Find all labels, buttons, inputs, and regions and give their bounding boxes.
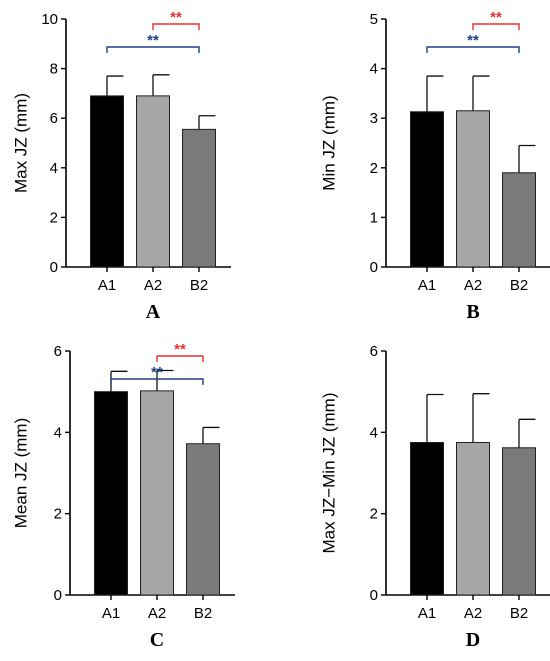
bar-A1 xyxy=(94,391,128,596)
panel-letter: D xyxy=(466,629,480,651)
x-tick-label-A2: A2 xyxy=(464,277,482,294)
y-tick-label: 0 xyxy=(50,259,58,276)
significance-label: ** xyxy=(170,9,182,26)
y-axis-label: Mean JZ (mm) xyxy=(11,418,30,529)
x-tick-label-A2: A2 xyxy=(148,605,166,622)
y-tick-label: 5 xyxy=(370,11,378,28)
panel-A: 0 2 4 6 8 10 Max JZ (mm) A1 A2 B2 ** ** A xyxy=(11,9,231,323)
y-tick-label: 4 xyxy=(50,160,58,177)
bar-A2 xyxy=(136,95,170,268)
panel-letter: C xyxy=(150,629,164,651)
x-tick-label-B2: B2 xyxy=(190,277,208,294)
y-tick-label: 6 xyxy=(54,343,62,360)
bar-B2 xyxy=(502,447,536,596)
y-tick-label: 0 xyxy=(370,587,378,604)
y-tick-label: 1 xyxy=(370,209,378,226)
significance-label: ** xyxy=(147,32,159,49)
panel-letter: A xyxy=(146,301,161,323)
y-tick-label: 6 xyxy=(50,110,58,127)
significance-label: ** xyxy=(490,9,502,26)
y-tick-label: 0 xyxy=(54,587,62,604)
significance-bracket xyxy=(472,23,520,30)
x-tick-label-A1: A1 xyxy=(102,605,120,622)
bar-A1 xyxy=(410,111,444,268)
y-tick-label: 10 xyxy=(41,11,58,28)
y-tick-label: 4 xyxy=(54,424,62,441)
panel-C: 0 2 4 6 Mean JZ (mm) A1 A2 B2 ** ** C xyxy=(11,341,235,651)
bar-B2 xyxy=(186,443,220,596)
y-tick-label: 6 xyxy=(370,343,378,360)
significance-label: ** xyxy=(467,32,479,49)
x-tick-label-B2: B2 xyxy=(510,277,528,294)
panel-B: 0 1 2 3 4 5 Min JZ (mm) A1 A2 B2 ** ** B xyxy=(319,9,550,323)
x-tick-label-A1: A1 xyxy=(98,277,116,294)
x-tick-label-A2: A2 xyxy=(144,277,162,294)
x-tick-label-A2: A2 xyxy=(464,605,482,622)
significance-label: ** xyxy=(151,364,163,381)
x-tick-label-A1: A1 xyxy=(418,277,436,294)
x-tick-label-B2: B2 xyxy=(510,605,528,622)
significance-bracket xyxy=(110,378,204,385)
significance-bracket xyxy=(156,355,204,362)
significance-label: ** xyxy=(174,341,186,358)
y-axis-label: Max JZ−Min JZ (mm) xyxy=(319,392,338,553)
bar-A1 xyxy=(410,442,444,596)
y-tick-label: 2 xyxy=(50,209,58,226)
y-tick-label: 8 xyxy=(50,61,58,78)
y-tick-label: 4 xyxy=(370,61,378,78)
y-tick-label: 2 xyxy=(370,506,378,523)
bar-A2 xyxy=(456,442,490,596)
bar-A2 xyxy=(456,110,490,268)
significance-bracket xyxy=(426,46,520,53)
y-tick-label: 2 xyxy=(370,160,378,177)
y-axis-label: Min JZ (mm) xyxy=(319,95,338,190)
y-tick-label: 0 xyxy=(370,259,378,276)
bar-A1 xyxy=(90,95,124,268)
bar-A2 xyxy=(140,390,174,596)
bar-B2 xyxy=(502,172,536,268)
significance-bracket xyxy=(106,46,200,53)
y-tick-label: 3 xyxy=(370,110,378,127)
x-tick-label-B2: B2 xyxy=(194,605,212,622)
bar-B2 xyxy=(182,128,216,268)
y-axis-label: Max JZ (mm) xyxy=(11,93,30,193)
y-tick-label: 2 xyxy=(54,506,62,523)
panel-D: 0 2 4 6 Max JZ−Min JZ (mm) A1 A2 B2 D xyxy=(319,343,550,651)
y-tick-label: 4 xyxy=(370,424,378,441)
panel-letter: B xyxy=(466,301,479,323)
significance-bracket xyxy=(152,23,200,30)
x-tick-label-A1: A1 xyxy=(418,605,436,622)
